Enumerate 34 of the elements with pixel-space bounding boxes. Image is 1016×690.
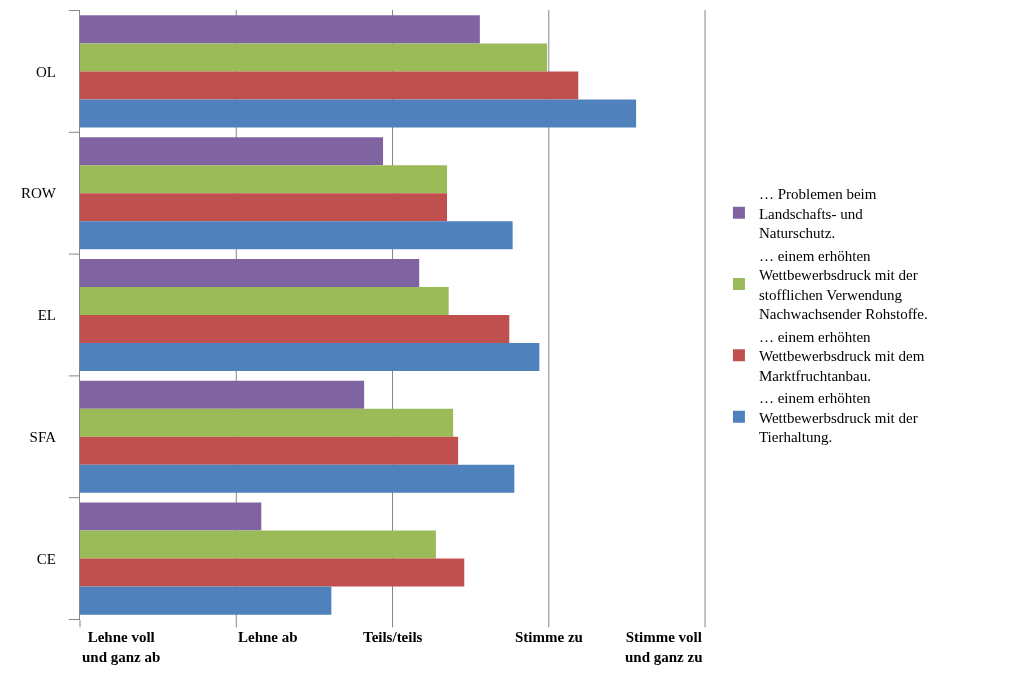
bar (80, 408, 454, 437)
bar (80, 71, 579, 100)
bar (80, 586, 332, 615)
y-tick-label: ROW (21, 185, 57, 202)
text: Lehne voll und ganz ab (82, 629, 161, 665)
bar (80, 137, 384, 166)
bar (80, 530, 436, 559)
bar (80, 15, 480, 44)
text: Teils/teils (363, 629, 423, 645)
bar (80, 286, 449, 315)
bar (80, 502, 262, 531)
bar (80, 258, 420, 287)
y-tick-label: CE (36, 550, 56, 567)
y-tick-label: OL (36, 63, 56, 80)
bar (80, 193, 448, 222)
bar (80, 558, 465, 587)
text: Stimme zu (515, 629, 583, 645)
bar (80, 43, 548, 72)
legend-label: … Problemen beim Landschafts- und Naturschutz. (758, 186, 877, 242)
legend-label: … einem erhöhten Wettbewerbsdruck mit dem Marktfruchtanbau. (758, 328, 925, 384)
bar (80, 315, 510, 344)
bar (80, 165, 448, 194)
bar (80, 436, 459, 465)
bar (80, 99, 637, 128)
bar (80, 343, 540, 372)
legend-label: … einem erhöhten Wettbewerbsdruck mit der Tierhaltung. (758, 390, 918, 446)
bar (80, 464, 515, 493)
text: Lehne ab (238, 629, 298, 645)
legend-label: … einem erhöhten Wettbewerbsdruck mit der stofflichen Verwendung Nachwachsender Rohstoffe. (758, 247, 928, 323)
y-tick-label: EL (37, 307, 56, 324)
text: Stimme voll und ganz zu (625, 629, 703, 665)
bar (80, 221, 513, 250)
y-tick-label: SFA (29, 429, 57, 446)
bar (80, 380, 365, 409)
